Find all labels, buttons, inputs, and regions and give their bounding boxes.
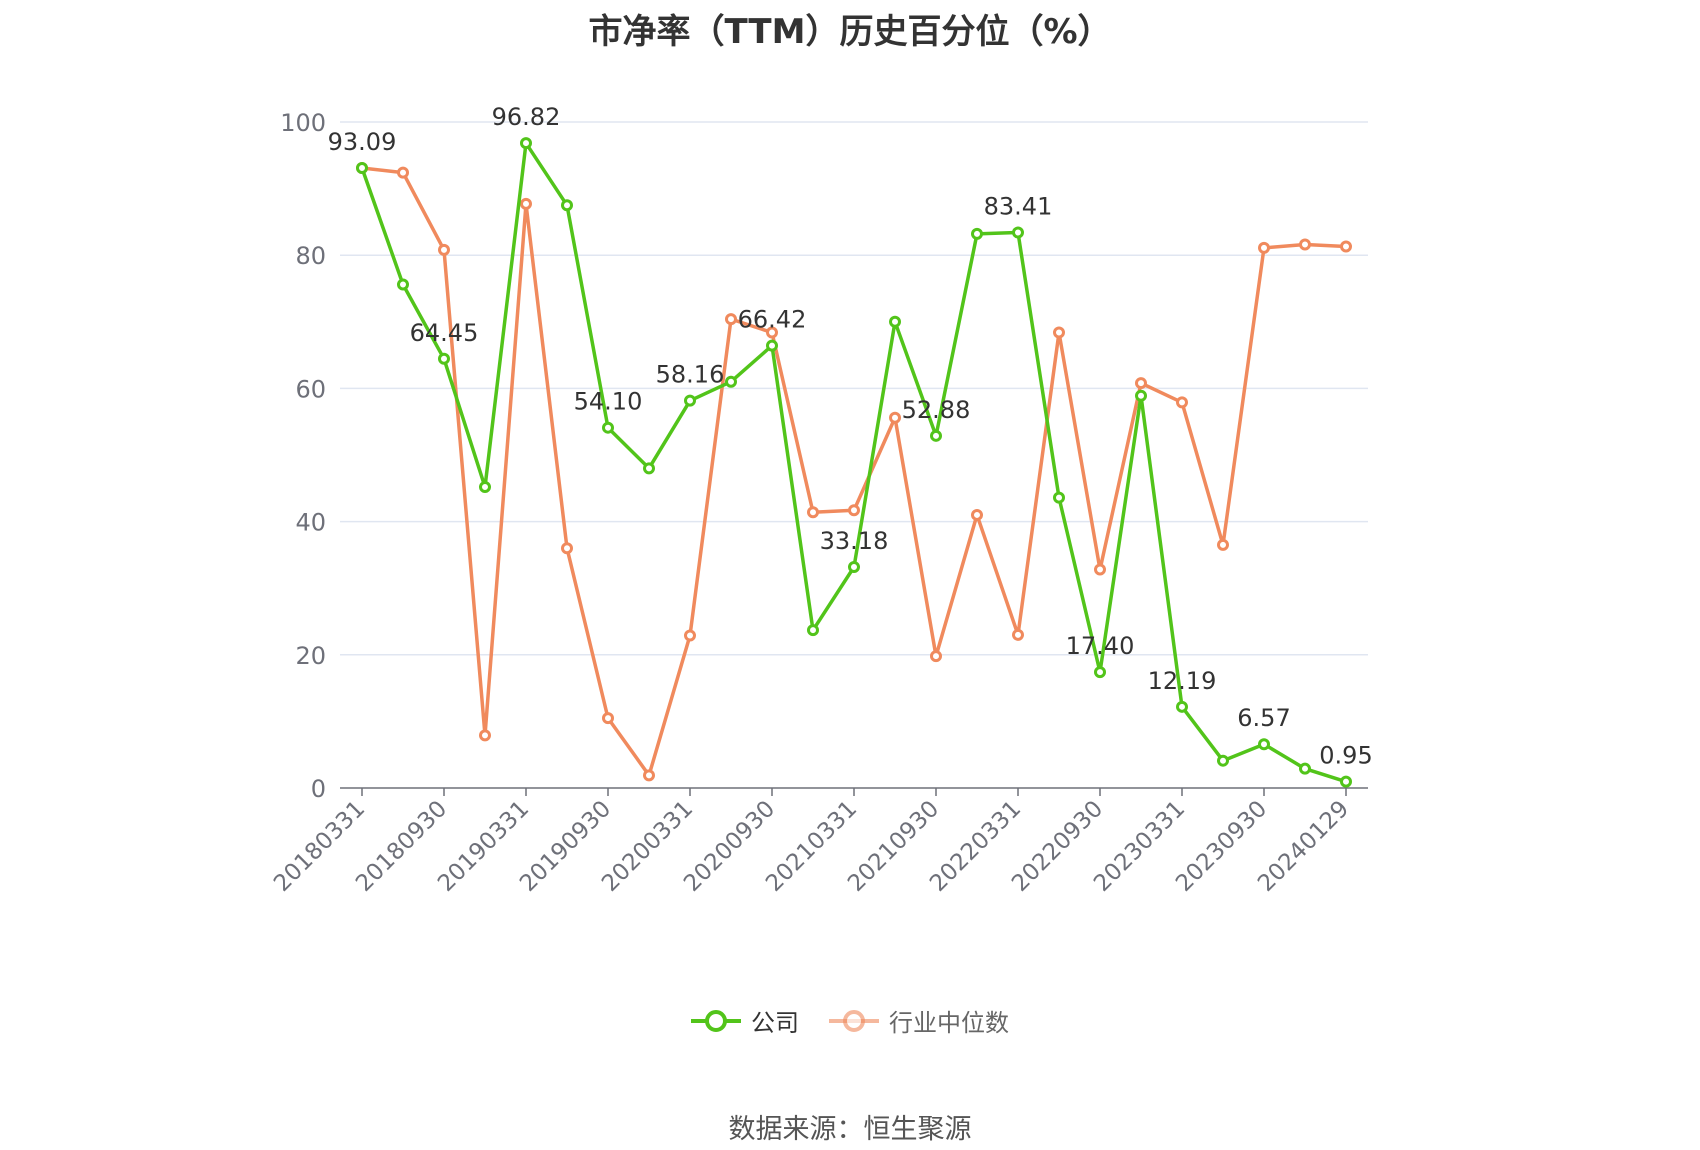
data-point [602,421,614,434]
legend-item-company[interactable]: 公司 [691,1003,799,1038]
data-point [1340,240,1352,253]
legend-label-industry-median: 行业中位数 [889,1009,1009,1037]
data-point [1135,389,1147,402]
data-point [1053,491,1065,504]
data-point [1258,241,1270,254]
data-point [1094,666,1106,679]
data-point [1053,326,1065,339]
data-point [889,411,901,424]
data-point [1299,762,1311,775]
data-point [1176,700,1188,713]
data-point [971,508,983,521]
data-point [397,166,409,179]
data-label: 66.42 [738,306,807,334]
data-point [1340,775,1352,788]
data-label: 0.95 [1319,742,1372,770]
y-tick-label: 20 [295,642,326,670]
legend: 公司 行业中位数 [0,1003,1700,1038]
data-point [766,326,778,339]
data-label: 12.19 [1148,667,1217,695]
data-point [397,278,409,291]
data-point [1176,396,1188,409]
data-point [930,429,942,442]
data-label: 64.45 [410,319,479,347]
data-label: 33.18 [820,527,889,555]
data-point [438,243,450,256]
data-point [643,462,655,475]
data-point [930,650,942,663]
data-point [889,315,901,328]
data-point [520,197,532,210]
data-label: 58.16 [656,361,725,389]
data-label: 96.82 [492,103,561,131]
y-tick-label: 40 [295,509,326,537]
data-point [684,394,696,407]
data-point [1217,754,1229,767]
data-point [438,352,450,365]
grid-layer [340,121,1368,656]
data-point [1299,238,1311,251]
data-point [1258,738,1270,751]
data-label: 6.57 [1237,704,1290,732]
y-tick-label: 60 [295,375,326,403]
chart-title: 市净率（TTM）历史百分位（%） [588,12,1112,52]
data-label-layer: 93.09 64.45 96.82 54.10 58.16 66.42 33.18 52.88… [328,103,1373,769]
data-point [848,561,860,574]
data-point [1094,563,1106,576]
legend-line-circle-icon [691,1009,741,1032]
data-label: 93.09 [328,128,397,156]
data-point [356,162,368,175]
data-label: 52.88 [902,396,971,424]
data-point [684,629,696,642]
data-point [602,712,614,725]
y-tick-label: 100 [280,109,326,137]
data-label: 54.10 [574,388,643,416]
data-point [479,480,491,493]
source-note: 数据来源：恒生聚源 [728,1114,972,1145]
series-layer [356,137,1352,788]
data-point [520,137,532,150]
data-point [971,227,983,240]
data-point [479,729,491,742]
y-tick-label: 0 [311,775,326,803]
data-point [643,769,655,782]
data-point [807,624,819,637]
y-tick-label: 80 [295,242,326,270]
legend-label-company: 公司 [751,1009,799,1037]
data-point [561,199,573,212]
data-point [807,506,819,519]
data-point [725,313,737,326]
data-point [766,339,778,352]
data-point [1135,377,1147,390]
data-point [1012,226,1024,239]
data-label: 83.41 [984,192,1053,220]
data-point [848,504,860,517]
data-point [725,375,737,388]
data-label: 17.40 [1066,632,1135,660]
legend-line-circle-icon [829,1009,879,1032]
legend-item-industry-median[interactable]: 行业中位数 [829,1003,1009,1038]
data-point [561,542,573,555]
axis-layer: 0204060801002018033120180930201903312019… [269,109,1368,897]
data-point [1217,538,1229,551]
data-point [1012,628,1024,641]
